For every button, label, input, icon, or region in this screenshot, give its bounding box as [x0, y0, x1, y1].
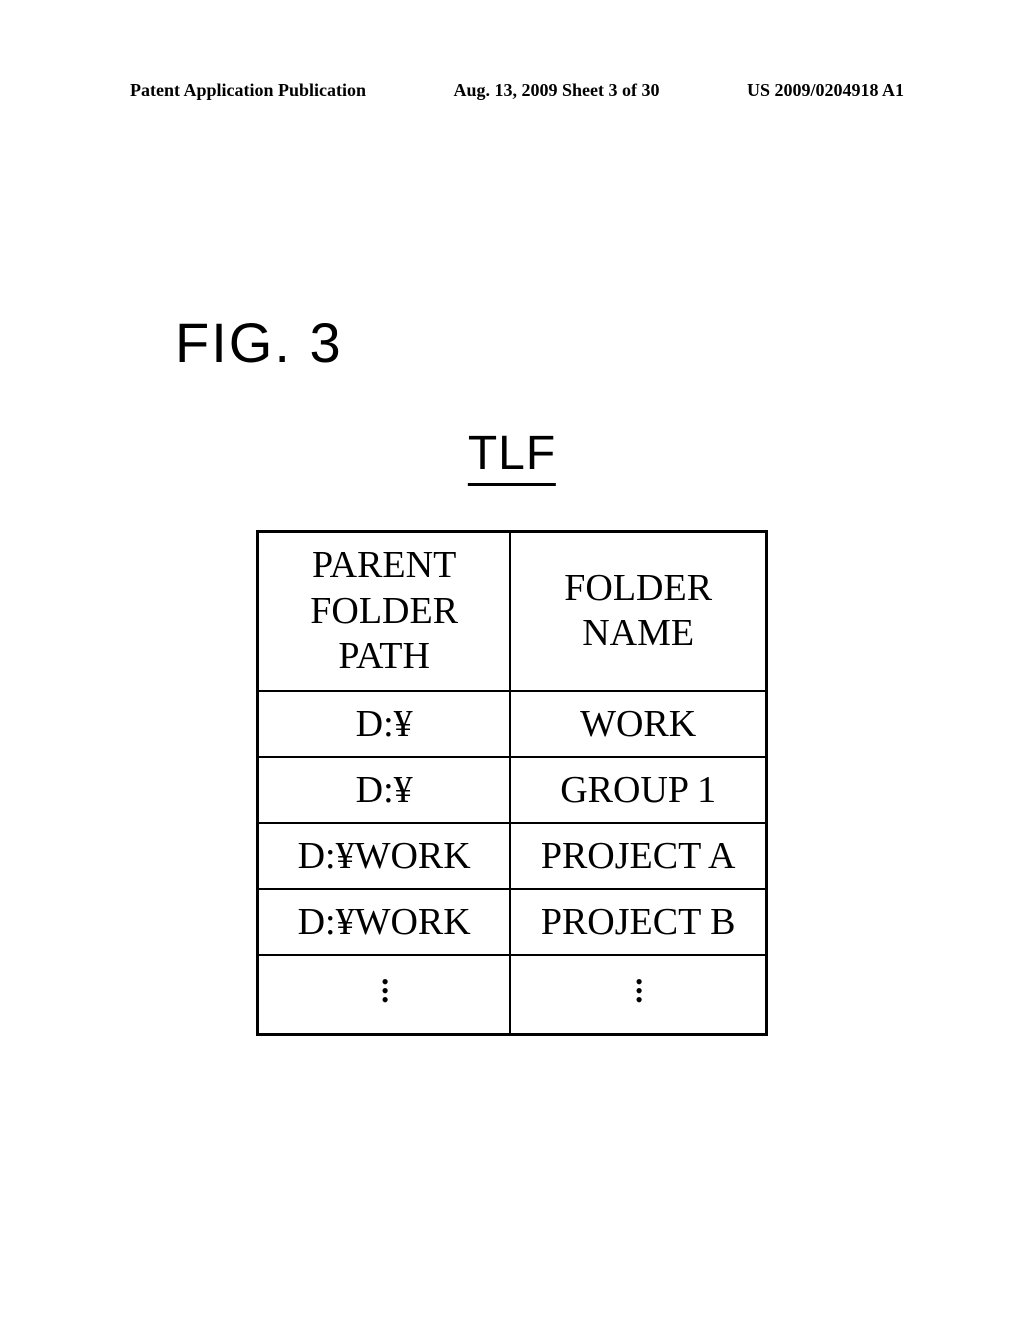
- table-body: D:¥ WORK D:¥ GROUP 1 D:¥WORK PROJECT A D…: [258, 691, 767, 1035]
- header-date-sheet: Aug. 13, 2009 Sheet 3 of 30: [454, 80, 660, 101]
- column-header-path: PARENT FOLDERPATH: [258, 532, 511, 691]
- cell-ellipsis: •••: [510, 955, 766, 1035]
- page-header: Patent Application Publication Aug. 13, …: [0, 80, 1024, 101]
- table-label: TLF: [468, 426, 556, 486]
- table-ellipsis-row: ••• •••: [258, 955, 767, 1035]
- cell-ellipsis: •••: [258, 955, 511, 1035]
- column-header-name: FOLDER NAME: [510, 532, 766, 691]
- table-row: D:¥WORK PROJECT B: [258, 889, 767, 955]
- cell-path: D:¥: [258, 691, 511, 757]
- cell-name: GROUP 1: [510, 757, 766, 823]
- header-patent-number: US 2009/0204918 A1: [747, 80, 904, 101]
- cell-name: PROJECT A: [510, 823, 766, 889]
- table-row: D:¥ GROUP 1: [258, 757, 767, 823]
- cell-path: D:¥WORK: [258, 889, 511, 955]
- cell-path: D:¥WORK: [258, 823, 511, 889]
- header-publication: Patent Application Publication: [130, 80, 366, 101]
- table-header-row: PARENT FOLDERPATH FOLDER NAME: [258, 532, 767, 691]
- cell-path: D:¥: [258, 757, 511, 823]
- figure-label: FIG. 3: [175, 310, 343, 375]
- folder-table: PARENT FOLDERPATH FOLDER NAME D:¥ WORK D…: [256, 530, 768, 1036]
- cell-name: WORK: [510, 691, 766, 757]
- cell-name: PROJECT B: [510, 889, 766, 955]
- table-row: D:¥ WORK: [258, 691, 767, 757]
- table-row: D:¥WORK PROJECT A: [258, 823, 767, 889]
